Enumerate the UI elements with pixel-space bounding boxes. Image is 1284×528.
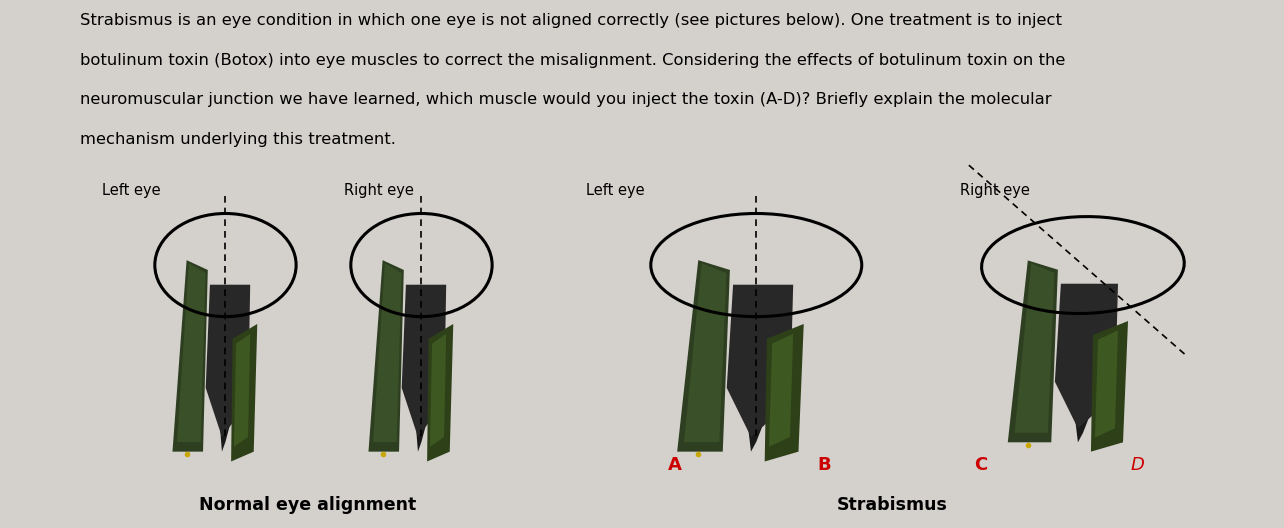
Polygon shape xyxy=(1095,331,1118,438)
Polygon shape xyxy=(402,285,447,437)
Polygon shape xyxy=(430,334,447,447)
Polygon shape xyxy=(428,324,453,461)
Polygon shape xyxy=(374,263,402,442)
Polygon shape xyxy=(234,334,250,447)
Text: Left eye: Left eye xyxy=(586,183,645,197)
Polygon shape xyxy=(765,324,804,461)
Polygon shape xyxy=(411,289,439,451)
Text: D: D xyxy=(1130,456,1144,474)
Polygon shape xyxy=(231,324,257,461)
Text: neuromuscular junction we have learned, which muscle would you inject the toxin : neuromuscular junction we have learned, … xyxy=(80,92,1052,107)
Text: Right eye: Right eye xyxy=(344,183,413,197)
Text: A: A xyxy=(668,456,682,474)
Text: botulinum toxin (Botox) into eye muscles to correct the misalignment. Considerin: botulinum toxin (Botox) into eye muscles… xyxy=(80,53,1064,68)
Polygon shape xyxy=(1068,288,1108,442)
Polygon shape xyxy=(769,334,794,447)
Text: Strabismus: Strabismus xyxy=(837,496,948,514)
Text: Normal eye alignment: Normal eye alignment xyxy=(199,496,416,514)
Text: mechanism underlying this treatment.: mechanism underlying this treatment. xyxy=(80,132,395,147)
Polygon shape xyxy=(741,289,783,451)
Text: C: C xyxy=(975,456,987,474)
Text: B: B xyxy=(818,456,831,474)
Polygon shape xyxy=(172,260,208,451)
Text: Strabismus is an eye condition in which one eye is not aligned correctly (see pi: Strabismus is an eye condition in which … xyxy=(80,13,1062,28)
Polygon shape xyxy=(177,263,205,442)
Polygon shape xyxy=(1014,263,1054,433)
Polygon shape xyxy=(684,263,727,442)
Text: Left eye: Left eye xyxy=(103,183,160,197)
Text: Right eye: Right eye xyxy=(960,183,1030,197)
Polygon shape xyxy=(677,260,729,451)
Polygon shape xyxy=(727,285,794,437)
Polygon shape xyxy=(205,285,250,437)
Polygon shape xyxy=(369,260,403,451)
Polygon shape xyxy=(1091,321,1129,451)
Polygon shape xyxy=(1055,284,1118,428)
Polygon shape xyxy=(214,289,243,451)
Polygon shape xyxy=(1008,260,1058,442)
